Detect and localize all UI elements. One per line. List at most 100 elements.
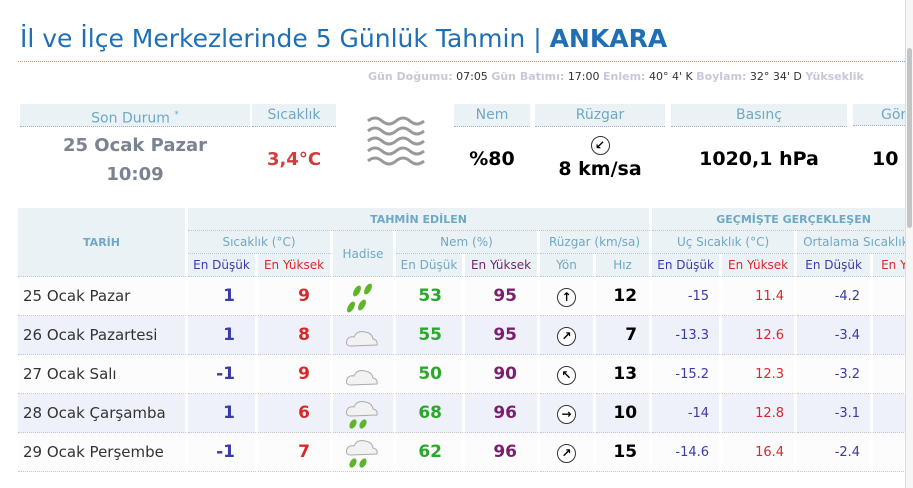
nem-header: Nem <box>454 104 530 127</box>
wind-speed: 15 <box>596 433 653 472</box>
gorus-header: Görüş <box>853 104 913 126</box>
yon-header: Yön <box>540 254 596 277</box>
current-pressure: 1020,1 hPa <box>699 148 819 170</box>
basinc-header: Basınç <box>671 104 847 127</box>
humidity-min: 50 <box>396 355 465 394</box>
hiz-header: Hız <box>596 254 653 277</box>
wind-speed: 13 <box>596 355 653 394</box>
row-date: 28 Ocak Çarşamba <box>18 394 188 433</box>
cloudy-icon <box>333 316 396 355</box>
avg-min: -3.1 <box>797 394 874 433</box>
table-row: 28 Ocak Çarşamba 1 6 68 96 → 10 -14 12.8 -3.1 <box>18 394 913 433</box>
temp-min: 1 <box>188 277 258 316</box>
past-max: 12.6 <box>722 316 798 355</box>
past-max: 12.3 <box>722 355 798 394</box>
wind-direction-icon: → <box>540 394 596 433</box>
humidity-min: 62 <box>396 433 465 472</box>
ortalama-header: Ortalama Sıcaklık (°C) <box>797 231 913 254</box>
min-header: En Düşük <box>797 254 874 277</box>
row-date: 25 Ocak Pazar <box>18 277 188 316</box>
info-value: 17:00 <box>567 70 600 83</box>
info-value: 40° 4' K <box>648 70 693 83</box>
sicaklik-header: Sıcaklık (°C) <box>188 231 333 254</box>
tahmin-header: TAHMİN EDİLEN <box>188 208 653 231</box>
temp-max: 6 <box>258 394 333 433</box>
location-info: Gün Doğumu: 07:05 Gün Batımı: 17:00 Enle… <box>368 70 864 83</box>
humidity-max: 95 <box>465 277 540 316</box>
max-header: En Yüksek <box>258 254 333 277</box>
current-wind: 8 km/sa <box>558 158 642 180</box>
info-label: Yükseklik <box>805 70 864 83</box>
rain-cloud-icon <box>333 433 396 472</box>
wind-speed: 12 <box>596 277 653 316</box>
nem-header: Nem (%) <box>396 231 540 254</box>
forecast-table: TARİH TAHMİN EDİLEN GEÇMİŞTE GERÇEKLEŞEN S… <box>18 208 913 472</box>
past-min: -15 <box>652 277 723 316</box>
wind-speed: 10 <box>596 394 653 433</box>
current-temp: 3,4°C <box>266 149 322 170</box>
min-header: En Düşük <box>188 254 258 277</box>
current-date: 25 Ocak Pazar <box>62 135 208 156</box>
current-humidity: %80 <box>469 148 515 170</box>
row-date: 26 Ocak Pazartesi <box>18 316 188 355</box>
avg-min: -3.2 <box>797 355 874 394</box>
min-header: En Düşük <box>396 254 465 277</box>
info-label: Boylam: <box>696 70 747 83</box>
uc-sicaklik-header: Uç Sıcaklık (°C) <box>652 231 798 254</box>
scrollbar-thumb[interactable] <box>907 48 912 228</box>
temp-max: 9 <box>258 277 333 316</box>
avg-min: -3.4 <box>797 316 874 355</box>
past-max: 11.4 <box>722 277 798 316</box>
wind-speed: 7 <box>596 316 653 355</box>
temp-max: 7 <box>258 433 333 472</box>
past-min: -13.3 <box>652 316 723 355</box>
son-durum-header: Son Durum * <box>20 104 250 127</box>
past-max: 16.4 <box>722 433 798 472</box>
table-row: 26 Ocak Pazartesi 1 8 55 95 ↗ 7 -13.3 12.6 -3.4 <box>18 316 913 355</box>
fog-icon <box>367 116 425 166</box>
wind-direction-icon: ↙ <box>535 134 665 155</box>
info-value: 32° 34' D <box>749 70 802 83</box>
info-value: 07:05 <box>456 70 488 83</box>
scrollbar[interactable] <box>905 0 913 488</box>
past-min: -14 <box>652 394 723 433</box>
avg-min: -4.2 <box>797 277 874 316</box>
row-date: 27 Ocak Salı <box>18 355 188 394</box>
temp-min: -1 <box>188 433 258 472</box>
max-header: En Yüksek <box>722 254 798 277</box>
temp-min: 1 <box>188 394 258 433</box>
ruzgar-header: Rüzgar (km/sa) <box>540 231 653 254</box>
humidity-min: 55 <box>396 316 465 355</box>
hadise-header: Hadise <box>333 231 396 277</box>
row-date: 29 Ocak Perşembe <box>18 433 188 472</box>
wind-direction-icon: ↑ <box>540 277 596 316</box>
wind-direction-icon: ↗ <box>540 433 596 472</box>
humidity-max: 90 <box>465 355 540 394</box>
current-time: 10:09 <box>106 164 164 185</box>
info-label: Gün Batımı: <box>491 70 565 83</box>
tarih-header: TARİH <box>18 208 188 277</box>
current-visibility: 10 <box>872 148 899 170</box>
info-label: Enlem: <box>603 70 646 83</box>
page-title: İl ve İlçe Merkezlerinde 5 Günlük Tahmin… <box>20 24 668 53</box>
table-row: 25 Ocak Pazar 1 9 53 95 ↑ 12 -15 11.4 -4.2 <box>18 277 913 316</box>
wind-direction-icon: ↖ <box>540 355 596 394</box>
table-row: 29 Ocak Perşembe -1 7 62 96 ↗ 15 -14.6 16.4 -2.4 <box>18 433 913 472</box>
city-name: ANKARA <box>549 24 668 53</box>
temp-min: 1 <box>188 316 258 355</box>
past-min: -14.6 <box>652 433 723 472</box>
wind-direction-icon: ↗ <box>540 316 596 355</box>
humidity-min: 53 <box>396 277 465 316</box>
cloudy-icon <box>333 355 396 394</box>
max-header: En Yüksek <box>465 254 540 277</box>
temp-min: -1 <box>188 355 258 394</box>
rain-icon <box>333 277 396 316</box>
gecmis-header: GEÇMİŞTE GERÇEKLEŞEN <box>652 208 913 231</box>
past-min: -15.2 <box>652 355 723 394</box>
ruzgar-header: Rüzgar <box>535 104 665 127</box>
min-header: En Düşük <box>652 254 723 277</box>
past-max: 12.8 <box>722 394 798 433</box>
table-row: 27 Ocak Salı -1 9 50 90 ↖ 13 -15.2 12.3 -3.2 <box>18 355 913 394</box>
info-label: Gün Doğumu: <box>368 70 453 83</box>
humidity-max: 96 <box>465 433 540 472</box>
